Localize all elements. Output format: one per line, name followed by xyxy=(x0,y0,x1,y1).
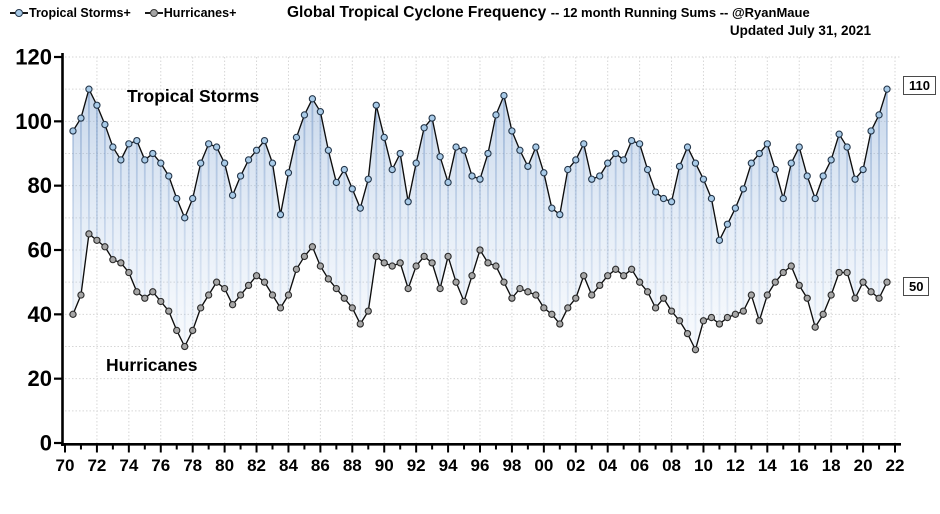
band-streaks xyxy=(72,91,888,350)
svg-text:74: 74 xyxy=(119,456,138,475)
chart-title-suffix: -- 12 month Running Sums -- @RyanMaue xyxy=(550,5,810,20)
svg-text:14: 14 xyxy=(758,456,777,475)
hurricanes-marker-icon xyxy=(144,9,163,17)
tropical-storms-marker-icon xyxy=(10,9,28,17)
chart-title: Global Tropical Cyclone Frequency -- 12 … xyxy=(287,3,879,23)
svg-text:00: 00 xyxy=(534,456,553,475)
x-axis-labels: 70 72 74 76 78 80 82 84 86 88 90 92 94 96 98 00 02 04 06 08… xyxy=(56,456,905,475)
svg-text:84: 84 xyxy=(279,456,298,475)
svg-text:20: 20 xyxy=(854,456,873,475)
svg-text:70: 70 xyxy=(56,456,75,475)
svg-text:18: 18 xyxy=(822,456,841,475)
chart-title-main: Global Tropical Cyclone Frequency xyxy=(287,4,547,21)
axes xyxy=(54,53,901,453)
svg-text:04: 04 xyxy=(598,456,617,475)
svg-text:12: 12 xyxy=(726,456,745,475)
svg-text:10: 10 xyxy=(694,456,713,475)
tropical-storms-end-value-badge: 110 xyxy=(903,76,936,95)
svg-text:08: 08 xyxy=(662,456,681,475)
hurricanes-series-label: Hurricanes xyxy=(106,355,198,375)
chart-updated-date: Updated July 31, 2021 xyxy=(729,23,871,38)
svg-text:88: 88 xyxy=(343,456,362,475)
svg-text:90: 90 xyxy=(375,456,394,475)
svg-text:40: 40 xyxy=(28,302,52,327)
svg-text:82: 82 xyxy=(247,456,266,475)
legend: Tropical Storms+ Hurricanes+ xyxy=(10,6,236,20)
tropical-storms-series-label: Tropical Storms xyxy=(127,86,260,106)
title-block: Global Tropical Cyclone Frequency -- 12 … xyxy=(287,3,879,40)
svg-text:80: 80 xyxy=(28,173,52,198)
svg-text:78: 78 xyxy=(183,456,202,475)
svg-text:22: 22 xyxy=(886,456,905,475)
legend-label-hurricanes: Hurricanes+ xyxy=(163,6,237,20)
svg-text:98: 98 xyxy=(502,456,521,475)
svg-text:0: 0 xyxy=(40,431,52,456)
svg-text:94: 94 xyxy=(439,456,458,475)
svg-text:72: 72 xyxy=(87,456,106,475)
svg-text:100: 100 xyxy=(15,109,52,134)
svg-text:76: 76 xyxy=(151,456,170,475)
hurricanes-markers xyxy=(69,230,891,354)
svg-text:60: 60 xyxy=(28,238,52,263)
svg-text:120: 120 xyxy=(15,45,52,70)
svg-text:02: 02 xyxy=(566,456,585,475)
svg-text:80: 80 xyxy=(215,456,234,475)
y-axis-labels: 0 20 40 60 80 100 120 xyxy=(15,45,52,456)
hurricanes-end-value-badge: 50 xyxy=(903,277,930,296)
svg-text:16: 16 xyxy=(790,456,809,475)
svg-text:20: 20 xyxy=(28,366,52,391)
legend-item-tropical-storms: Tropical Storms+ xyxy=(10,6,131,20)
legend-label-tropical-storms: Tropical Storms+ xyxy=(29,6,131,20)
svg-text:06: 06 xyxy=(630,456,649,475)
tropical-storms-markers xyxy=(69,85,891,244)
svg-text:86: 86 xyxy=(311,456,330,475)
legend-item-hurricanes: Hurricanes+ xyxy=(144,6,237,20)
svg-text:96: 96 xyxy=(471,456,490,475)
svg-text:92: 92 xyxy=(407,456,426,475)
